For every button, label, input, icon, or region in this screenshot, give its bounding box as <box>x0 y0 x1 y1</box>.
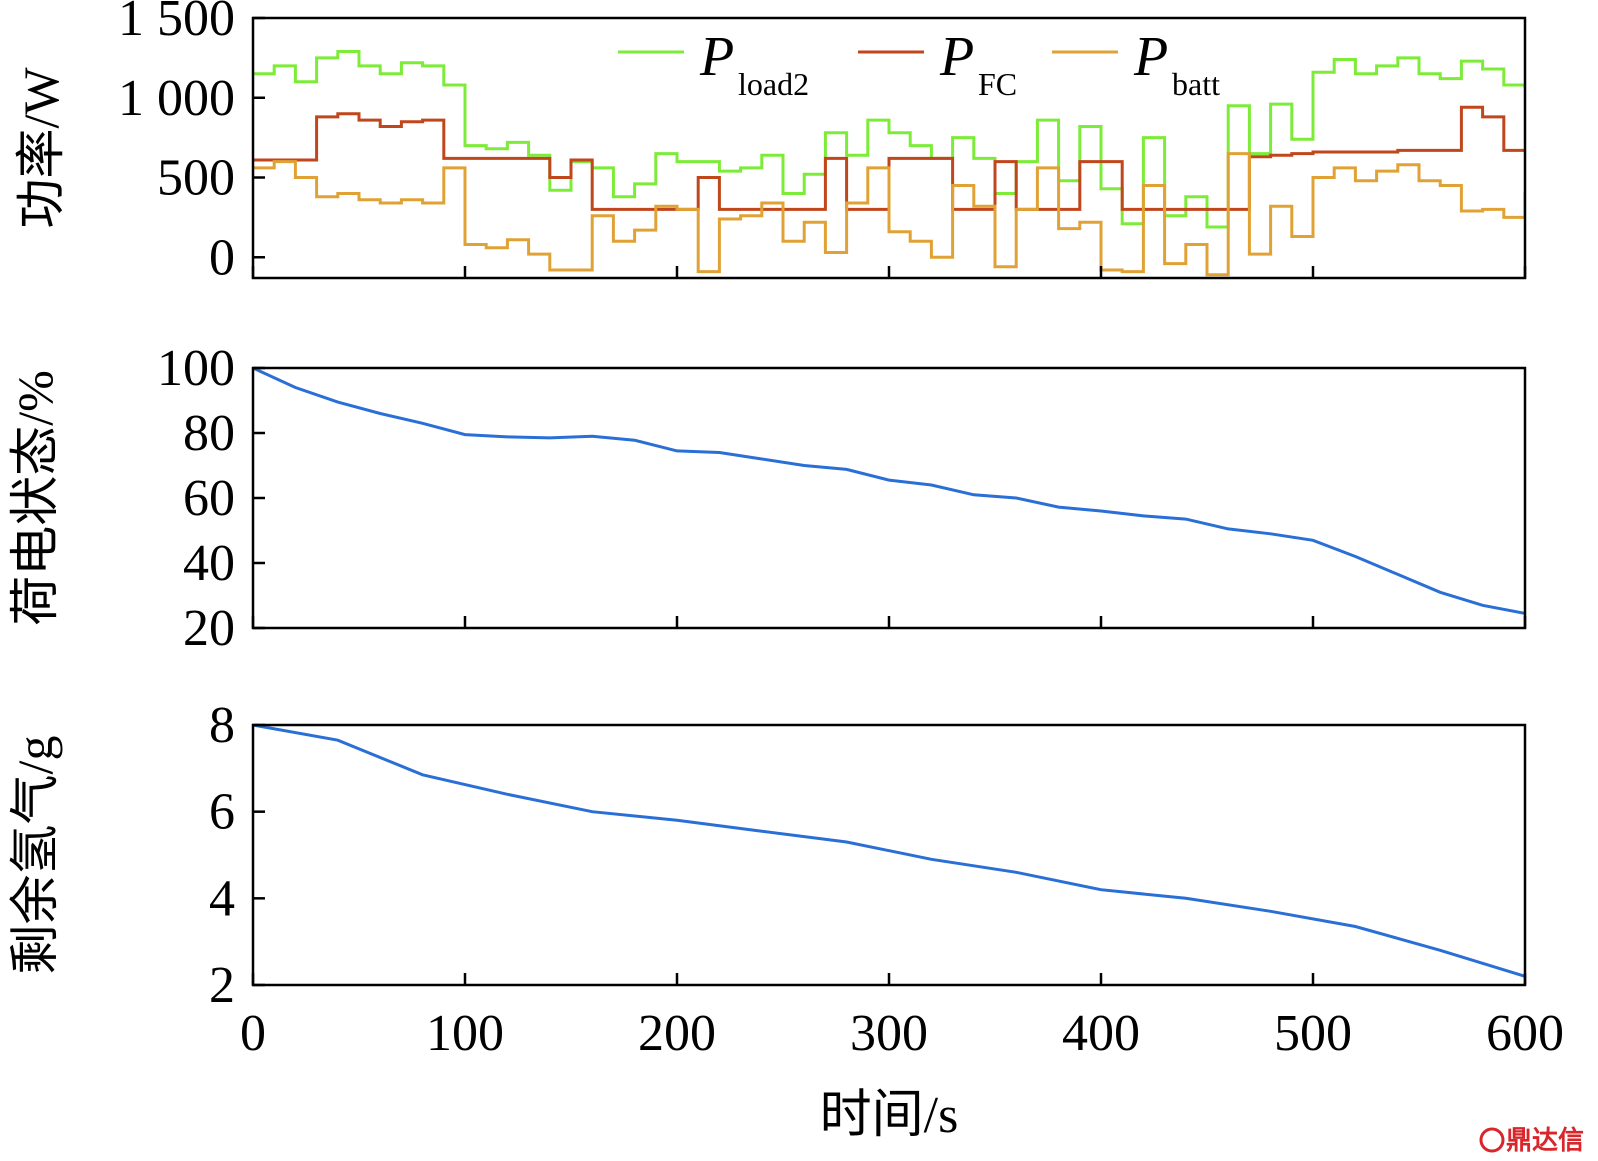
hydrogen-series-layer <box>253 725 1525 978</box>
legend-label-batt-sub: batt <box>1172 66 1220 102</box>
x-axis-label: 时间/s <box>820 1087 959 1144</box>
watermark-text: 鼎达信 <box>1506 1126 1584 1156</box>
soc-ytick-label: 100 <box>157 340 235 397</box>
legend-label-batt-main: P <box>1133 26 1168 88</box>
xtick-label: 300 <box>850 1005 928 1062</box>
legend-label-load2-sub: load2 <box>738 66 809 102</box>
watermark-logo: 鼎达信 <box>1479 1126 1584 1156</box>
soc-ytick-label: 20 <box>183 600 235 657</box>
hydrogen-ytick-label: 4 <box>209 870 235 927</box>
xtick-label: 500 <box>1274 1005 1352 1062</box>
hydrogen-panel: 2 4 6 8 0 100 200 300 400 500 600 剩余氢气/g 时间/s <box>7 697 1564 1144</box>
soc-ytick-label: 40 <box>183 535 235 592</box>
hydrogen-ytick-label: 8 <box>209 697 235 754</box>
soc-panel: 20 40 60 80 100 荷电状态/% <box>7 340 1527 657</box>
hydrogen-ytick-label: 2 <box>209 957 235 1014</box>
legend-label-fc-sub: FC <box>978 66 1017 102</box>
hydrogen-ticks-layer: 2 4 6 8 0 100 200 300 400 500 600 <box>209 697 1564 1062</box>
power-series-batt-line <box>253 152 1525 277</box>
legend-label-fc-main: P <box>939 26 974 88</box>
power-ticks-layer: 0 500 1 000 1 500 <box>118 0 1527 286</box>
soc-ylabel: 荷电状态/% <box>7 370 63 626</box>
power-ytick-label: 1 000 <box>118 70 235 127</box>
soc-series-SOC-line <box>253 368 1525 615</box>
power-ytick-label: 500 <box>157 150 235 207</box>
hydrogen-ytick-label: 6 <box>209 784 235 841</box>
soc-ytick-label: 80 <box>183 405 235 462</box>
xtick-label: 200 <box>638 1005 716 1062</box>
power-series-load2-line <box>253 50 1525 229</box>
hydrogen-series-H2-line <box>253 725 1525 978</box>
hydrogen-ylabel: 剩余氢气/g <box>7 736 63 975</box>
soc-ytick-label: 60 <box>183 470 235 527</box>
soc-series-layer <box>253 368 1525 615</box>
power-ytick-label: 1 500 <box>118 0 235 47</box>
power-legend: P load2 P FC P batt <box>618 26 1220 102</box>
power-panel: 0 500 1 000 1 500 功率/W P load2 P FC P batt <box>13 0 1527 286</box>
power-series-layer <box>253 50 1525 277</box>
xtick-label: 100 <box>426 1005 504 1062</box>
legend-label-load2-main: P <box>699 26 734 88</box>
xtick-label: 400 <box>1062 1005 1140 1062</box>
soc-ticks-layer: 20 40 60 80 100 <box>157 340 1527 657</box>
power-ylabel: 功率/W <box>13 67 69 229</box>
watermark-icon <box>1479 1127 1505 1153</box>
power-ytick-label: 0 <box>209 229 235 286</box>
xtick-label: 600 <box>1486 1005 1564 1062</box>
xtick-label: 0 <box>240 1005 266 1062</box>
